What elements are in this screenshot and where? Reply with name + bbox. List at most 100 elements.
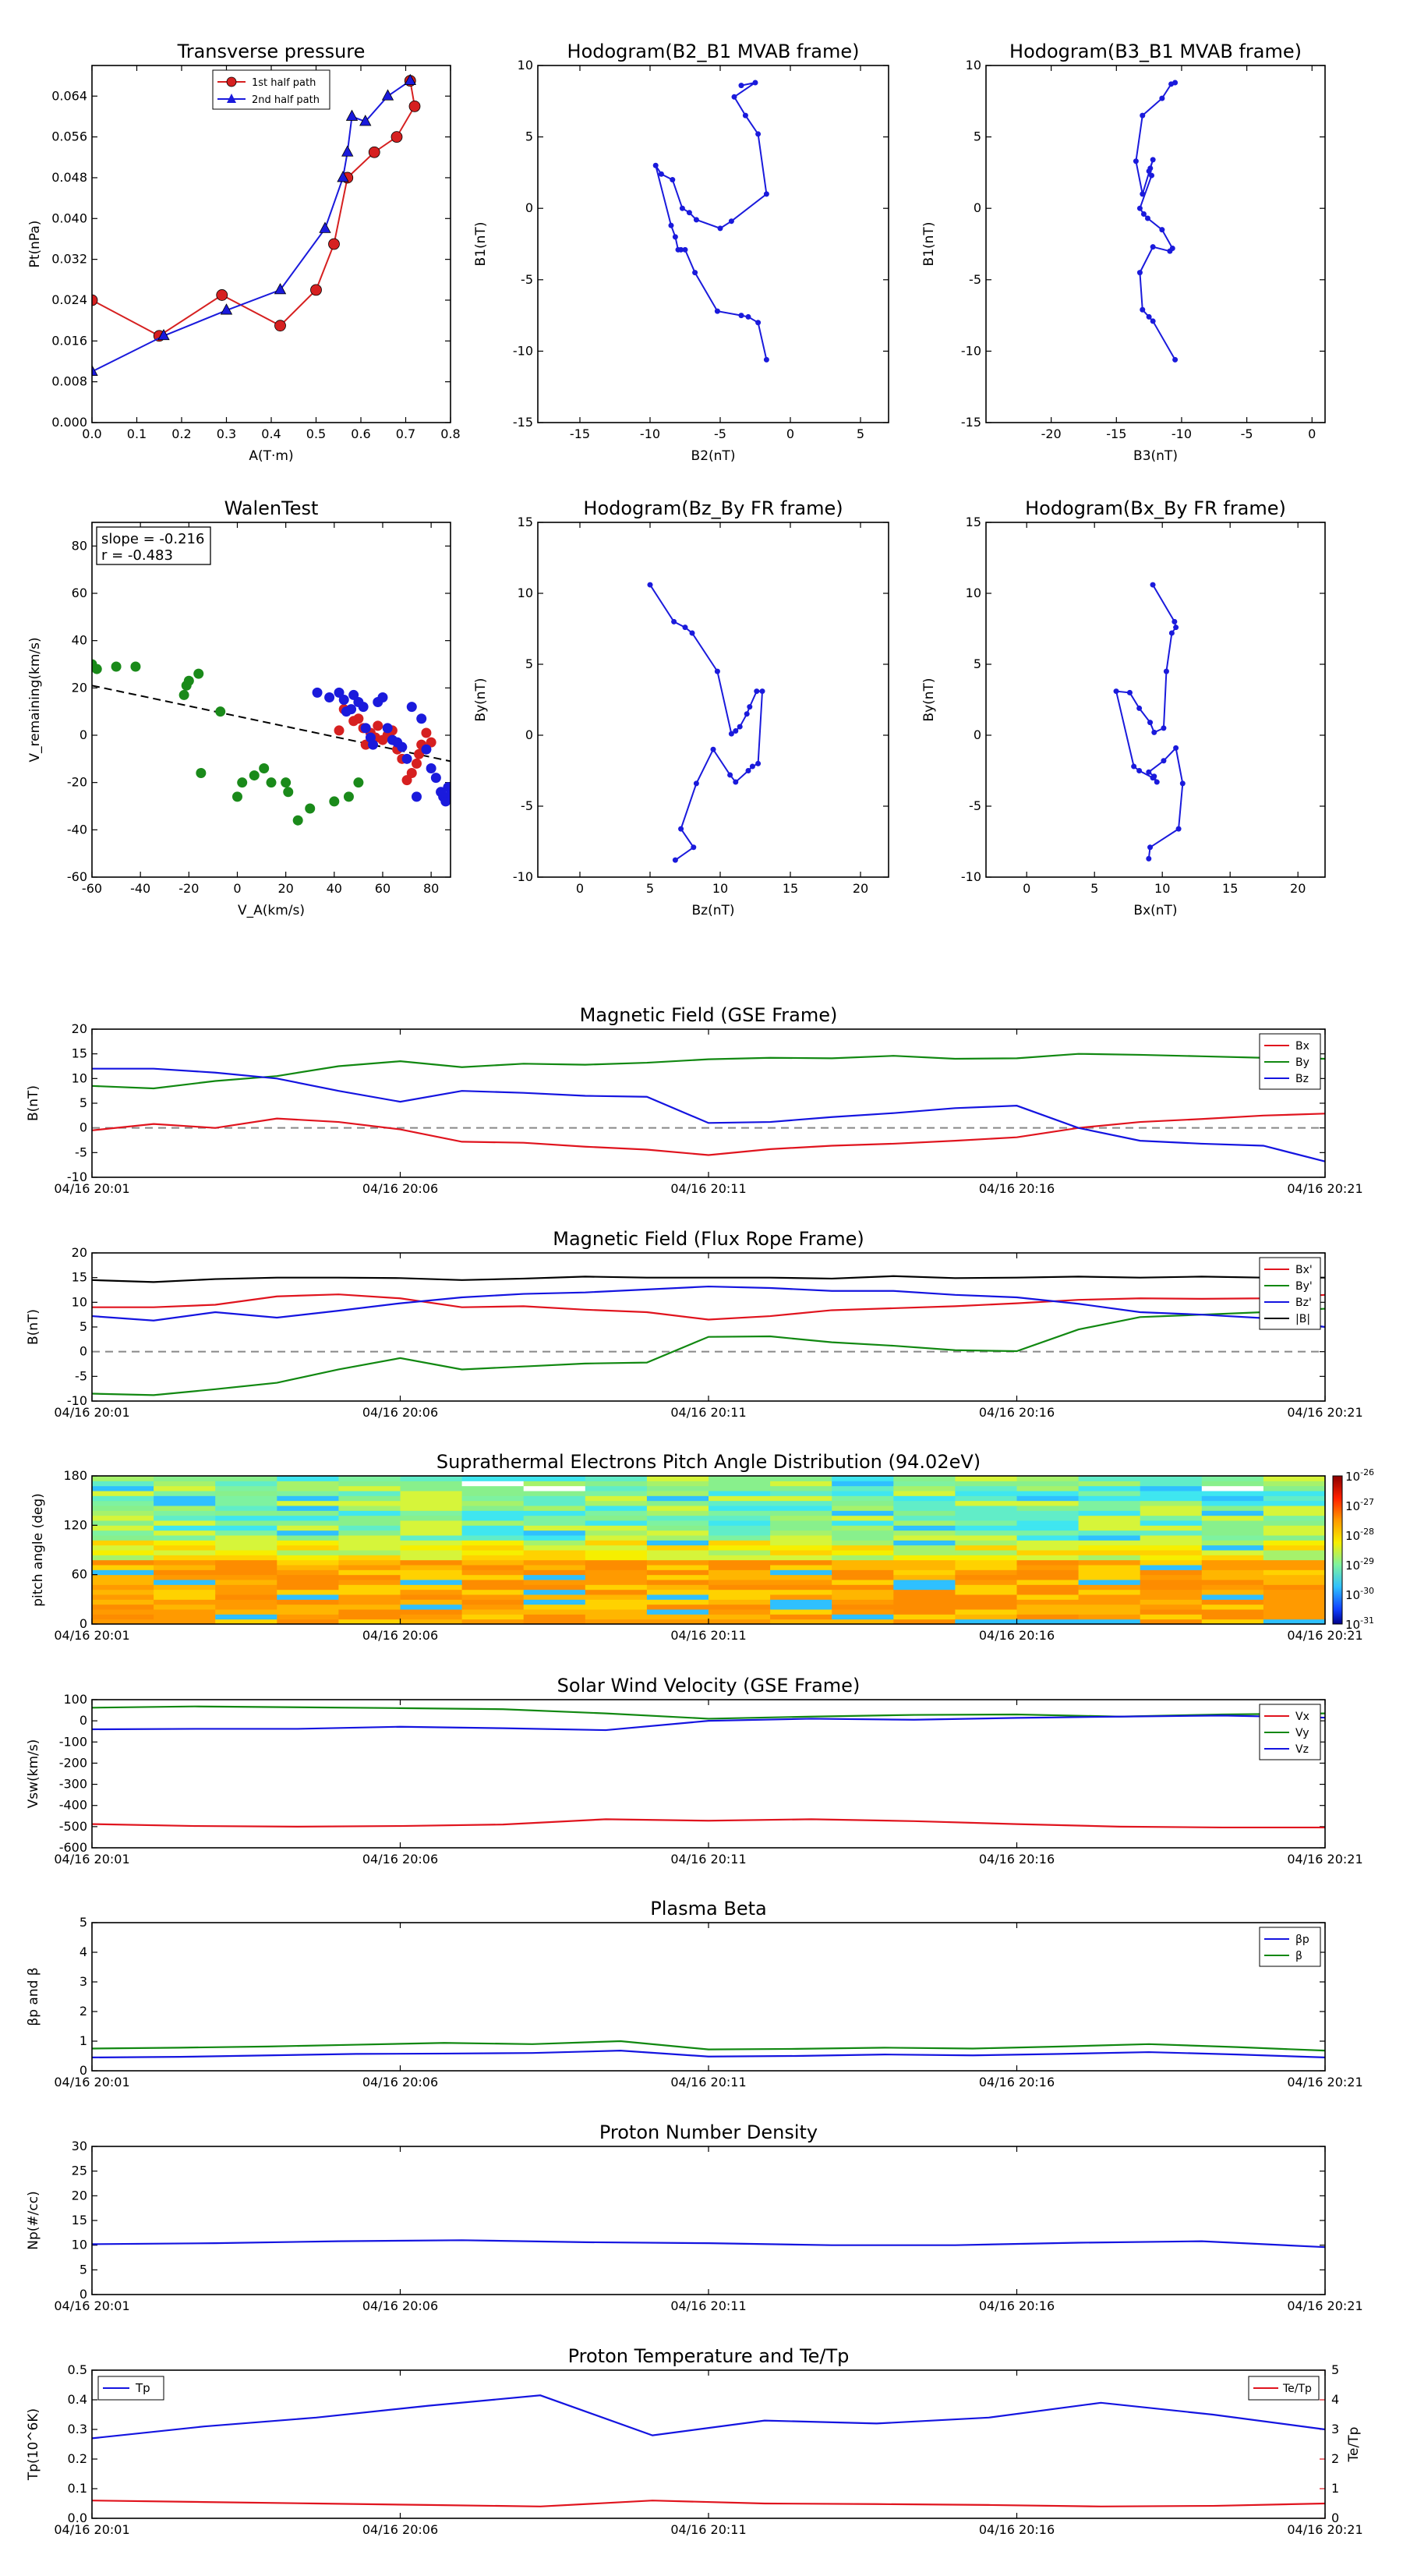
heatmap-cell: [1263, 1481, 1326, 1487]
y-tick-label-right: 1: [1331, 2481, 1339, 2496]
heatmap-cell: [893, 1545, 956, 1551]
x-tick-label: -10: [640, 426, 660, 441]
y-tick-label: 2: [80, 2004, 87, 2019]
chart-title: Magnetic Field (GSE Frame): [580, 1004, 838, 1026]
legend-label: Tp: [135, 2381, 150, 2395]
heatmap-cell: [92, 1476, 154, 1481]
heatmap-cell: [770, 1545, 832, 1551]
heatmap-cell: [215, 1540, 277, 1546]
heatmap-cell: [277, 1495, 339, 1502]
heatmap-cell: [523, 1550, 586, 1555]
chart-mag_fr: Magnetic Field (Flux Rope Frame) 04/16 20…: [26, 1228, 1363, 1420]
heatmap-cell: [1078, 1510, 1141, 1516]
heatmap-cell: [955, 1589, 1017, 1595]
data-point: [731, 94, 737, 100]
heatmap-cell: [893, 1506, 956, 1511]
heatmap-cell: [1263, 1520, 1326, 1526]
heatmap-cell: [1201, 1545, 1264, 1551]
heatmap-cell: [770, 1491, 832, 1496]
heatmap-cell: [461, 1535, 525, 1541]
data-point: [411, 791, 422, 802]
heatmap-cell: [1263, 1495, 1326, 1502]
data-point: [1173, 745, 1179, 751]
data-point: [353, 713, 364, 724]
x-tick-label: 20: [1290, 881, 1306, 896]
series-line: [91, 1818, 1325, 1829]
heatmap-cell: [215, 1530, 277, 1536]
plot-frame: [91, 2146, 1326, 2295]
heatmap-cell: [1263, 1535, 1326, 1541]
y-tick-label: 15: [72, 1270, 87, 1285]
heatmap-cell: [646, 1530, 709, 1536]
heatmap-cell: [1078, 1584, 1141, 1591]
data-point: [391, 131, 403, 143]
heatmap-cell: [646, 1481, 709, 1487]
chart-hodo_b2b1: Hodogram(B2_B1 MVAB frame) -15 -10 -5 0 5 -15 -…: [473, 41, 889, 464]
heatmap-cell: [1078, 1550, 1141, 1555]
heatmap-cell: [709, 1481, 771, 1487]
y-tick-label: -5: [969, 272, 981, 287]
heatmap-cell: [1201, 1599, 1264, 1605]
heatmap-cell: [770, 1495, 832, 1502]
heatmap-cell: [709, 1614, 771, 1620]
heatmap-cell: [461, 1584, 525, 1591]
heatmap-cell: [92, 1515, 154, 1521]
heatmap-cell: [461, 1525, 525, 1531]
heatmap-cell: [646, 1569, 709, 1576]
chart-title: Hodogram(B3_B1 MVAB frame): [1009, 41, 1302, 62]
heatmap-cell: [955, 1495, 1017, 1502]
heatmap-cell: [646, 1535, 709, 1541]
heatmap-cell: [338, 1604, 401, 1610]
x-tick-label: 0: [1023, 881, 1030, 896]
heatmap-cell: [277, 1619, 339, 1625]
data-point: [416, 713, 427, 724]
y-tick-label: -300: [59, 1777, 87, 1792]
data-point: [328, 238, 340, 250]
heatmap-cell: [955, 1500, 1017, 1506]
x-tick-label: 0: [576, 881, 584, 896]
heatmap-cell: [277, 1550, 339, 1555]
data-point: [754, 688, 760, 695]
heatmap-cell: [585, 1574, 648, 1580]
chart-pad: Suprathermal Electrons Pitch Angle Distr…: [30, 1451, 1374, 1643]
heatmap-cell: [955, 1530, 1017, 1536]
heatmap-cell: [523, 1510, 586, 1516]
data-point: [341, 145, 354, 157]
data-point: [1150, 157, 1156, 163]
heatmap-cell: [215, 1550, 277, 1555]
x-axis-label: Bx(nT): [1133, 903, 1177, 918]
data-point: [406, 702, 417, 713]
heatmap-cell: [277, 1545, 339, 1551]
heatmap-cell: [92, 1510, 154, 1516]
heatmap-cell: [832, 1506, 894, 1511]
heatmap-cell: [832, 1500, 894, 1506]
heatmap-cell: [1263, 1609, 1326, 1615]
heatmap-cell: [893, 1559, 956, 1566]
heatmap-cell: [461, 1619, 525, 1625]
heatmap-cell: [955, 1609, 1017, 1615]
heatmap-cell: [338, 1589, 401, 1595]
data-point: [763, 191, 769, 197]
x-tick-label: 0.8: [440, 426, 460, 441]
heatmap-cell: [1016, 1609, 1080, 1615]
heatmap-cell: [1201, 1609, 1264, 1615]
heatmap-cell: [523, 1491, 586, 1496]
data-point: [1131, 763, 1137, 770]
heatmap-cell: [338, 1550, 401, 1555]
heatmap-cell: [770, 1614, 832, 1620]
y-tick-label: -10: [67, 1393, 87, 1408]
data-point: [678, 246, 684, 253]
heatmap-cell: [709, 1609, 771, 1615]
plot-frame: [91, 1699, 1326, 1849]
heatmap-cell: [770, 1619, 832, 1625]
series-line: [1135, 82, 1176, 360]
heatmap-cell: [277, 1535, 339, 1541]
heatmap-cell: [893, 1589, 956, 1595]
data-point: [1161, 758, 1167, 764]
heatmap-cell: [1263, 1565, 1326, 1570]
heatmap-cell: [277, 1599, 339, 1605]
x-tick-label: -15: [570, 426, 590, 441]
heatmap-cell: [215, 1535, 277, 1541]
y-tick-label: 25: [72, 2164, 87, 2178]
heatmap-cell: [1140, 1481, 1203, 1487]
